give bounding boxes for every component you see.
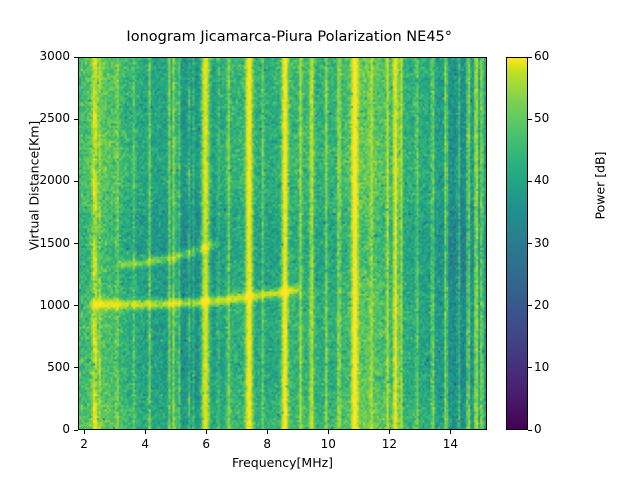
- y-tick-mark: [74, 429, 78, 431]
- colorbar-tick-mark: [528, 180, 532, 182]
- colorbar-tick-label: 20: [534, 297, 550, 312]
- y-tick-mark: [74, 243, 78, 245]
- y-tick-label: 1500: [39, 235, 70, 250]
- x-tick-mark: [266, 430, 268, 434]
- x-tick-mark: [327, 430, 329, 434]
- colorbar-tick-label: 50: [534, 111, 550, 126]
- colorbar-tick-mark: [528, 305, 532, 307]
- x-tick-label: 8: [263, 437, 272, 451]
- colorbar-tick-label: 30: [534, 235, 550, 250]
- colorbar-tick-mark: [528, 367, 532, 369]
- colorbar-label: Power [dB]: [592, 151, 608, 220]
- x-tick-mark: [83, 430, 85, 434]
- x-tick-mark: [449, 430, 451, 434]
- colorbar-tick-label: 0: [534, 422, 542, 436]
- y-tick-label: 0: [62, 422, 70, 436]
- y-tick-label: 1000: [39, 297, 70, 312]
- x-tick-mark: [144, 430, 146, 434]
- ionogram-plot-area: [78, 57, 487, 430]
- x-tick-label: 12: [381, 437, 397, 451]
- x-tick-mark: [205, 430, 207, 434]
- x-tick-label: 4: [141, 437, 149, 451]
- colorbar-tick-label: 10: [534, 359, 550, 374]
- colorbar-tick-label: 60: [534, 49, 550, 63]
- ionogram-heatmap: [79, 58, 486, 429]
- y-tick-mark: [74, 367, 78, 369]
- colorbar-tick-mark: [528, 429, 532, 431]
- y-tick-label: 2500: [39, 111, 70, 126]
- chart-title-line1: Ionogram Jicamarca-Piura Polarization NE…: [126, 29, 453, 45]
- colorbar-tick-mark: [528, 56, 532, 58]
- x-tick-label: 14: [442, 437, 458, 451]
- colorbar-tick-mark: [528, 118, 532, 120]
- x-axis-label: Frequency[MHz]: [231, 455, 334, 470]
- colorbar-tick-mark: [528, 243, 532, 245]
- y-tick-label: 3000: [39, 49, 70, 63]
- y-tick-mark: [74, 118, 78, 120]
- y-tick-mark: [74, 305, 78, 307]
- y-tick-mark: [74, 56, 78, 58]
- x-tick-label: 2: [80, 437, 88, 451]
- x-tick-mark: [388, 430, 390, 434]
- colorbar: [506, 57, 528, 430]
- y-tick-label: 2000: [39, 173, 70, 188]
- colorbar-tick-label: 40: [534, 173, 550, 188]
- x-tick-label: 10: [320, 437, 336, 451]
- y-tick-label: 500: [47, 359, 70, 374]
- y-tick-mark: [74, 180, 78, 182]
- x-tick-label: 6: [202, 437, 210, 451]
